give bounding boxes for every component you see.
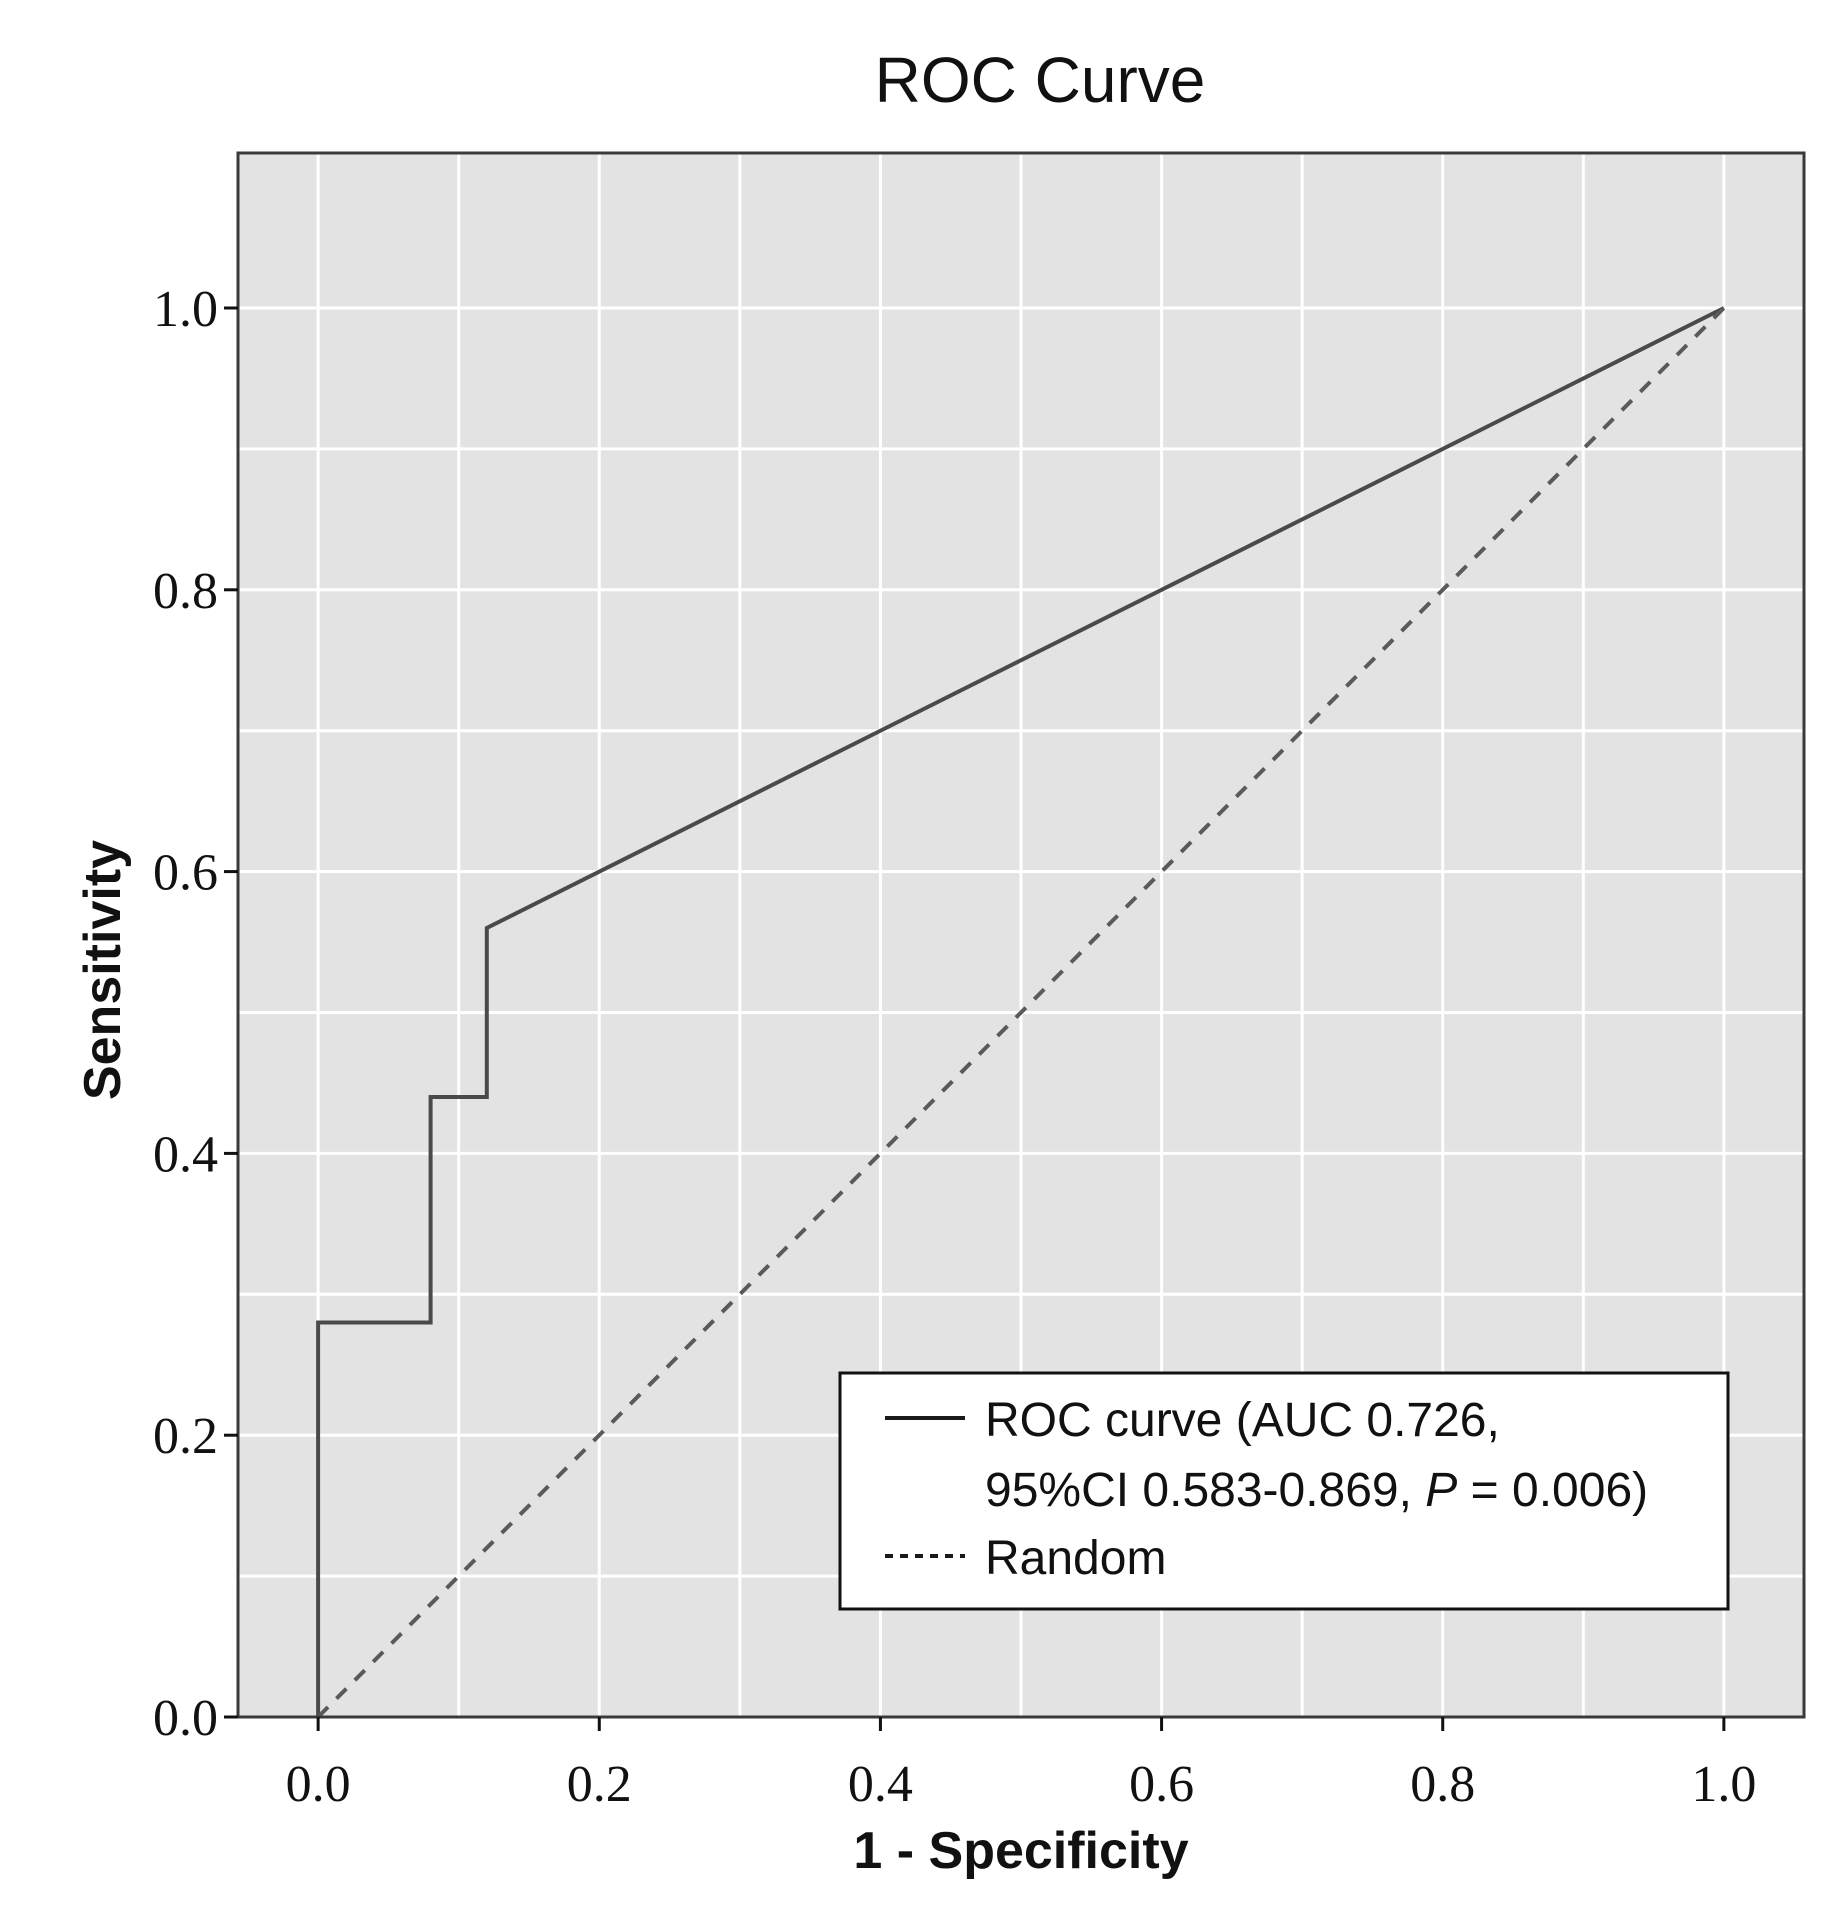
legend-p-symbol: P: [1425, 1464, 1457, 1517]
legend-box: [838, 1371, 1730, 1611]
axis-ticks: 0.0 0.2 0.4 0.6 0.8 1.0 0.0 0.2 0.4 0.6 0.8 1.0: [153, 281, 1756, 1813]
series-line-roc-curve: [316, 306, 1725, 1717]
legend-roc-label-line1: ROC curve (AUC 0.726,: [985, 1394, 1500, 1447]
x-tick-label-5: 1.0: [1691, 1756, 1756, 1813]
legend-roc-label-line2: 95%CI 0.583-0.869, P = 0.006): [985, 1464, 1648, 1517]
y-tick-label-3: 0.6: [153, 845, 218, 902]
chart-title: ROC Curve: [875, 44, 1206, 116]
y-tick-label-1: 0.2: [153, 1408, 218, 1465]
y-tick-label-4: 0.8: [153, 563, 218, 620]
series-layer: [316, 306, 1726, 1719]
series-line-random: [316, 306, 1726, 1719]
y-tick-label-0: 0.0: [153, 1690, 218, 1747]
x-axis-label: 1 - Specificity: [853, 1822, 1188, 1880]
x-tick-label-3: 0.6: [1129, 1756, 1194, 1813]
plot-frame: [236, 151, 1806, 1719]
legend-p-value: = 0.006): [1457, 1464, 1648, 1517]
y-axis-label: Sensitivity: [74, 840, 132, 1100]
x-tick-label-1: 0.2: [567, 1756, 632, 1813]
legend-random-label: Random: [985, 1532, 1166, 1585]
x-tick-label-4: 0.8: [1410, 1756, 1475, 1813]
x-tick-label-0: 0.0: [286, 1756, 351, 1813]
y-tick-label-5: 1.0: [153, 281, 218, 338]
legend-ci-text: 95%CI 0.583-0.869,: [985, 1464, 1425, 1517]
x-tick-label-2: 0.4: [848, 1756, 913, 1813]
y-tick-label-2: 0.4: [153, 1126, 218, 1183]
legend: ROC curve (AUC 0.726, 95%CI 0.583-0.869,…: [838, 1371, 1730, 1611]
